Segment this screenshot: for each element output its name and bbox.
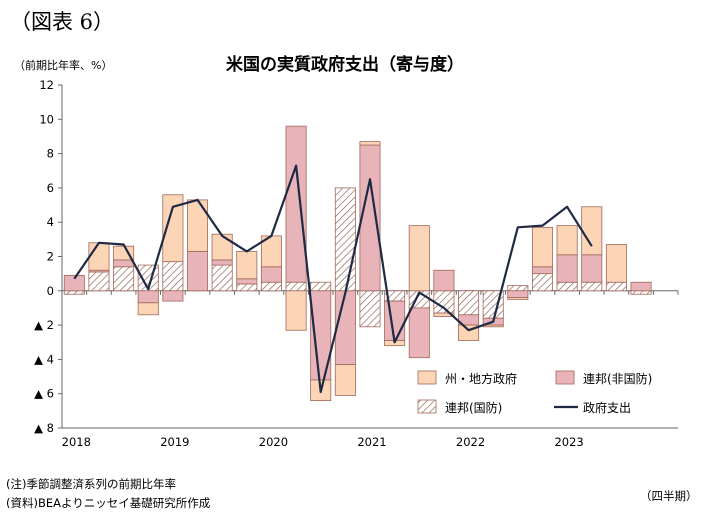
bar-segment (581, 254, 603, 283)
series-line (73, 164, 593, 394)
bar-layer (63, 125, 652, 401)
x-tick-label: 2018 (62, 435, 91, 449)
bar-segment (162, 261, 184, 292)
bar-segment (260, 281, 282, 292)
y-tick-label: 8 (47, 147, 54, 161)
bar-segment (236, 278, 258, 285)
x-tick-label: 2022 (456, 435, 485, 449)
bar-segment (556, 281, 578, 292)
bar-segment (211, 264, 233, 292)
x-tick-label: 2020 (259, 435, 288, 449)
y-axis-unit-label: （前期比年率、%） (14, 59, 113, 72)
chart-title: 米国の実質政府支出（寄与度） (226, 55, 464, 75)
legend-label: 政府支出 (583, 400, 631, 415)
bar-segment (334, 290, 356, 365)
bar-segment (507, 285, 529, 292)
bar-segment (236, 283, 258, 292)
bar-segment (63, 290, 85, 295)
bar-segment (162, 194, 184, 263)
x-tick-label: 2021 (357, 435, 386, 449)
y-axis-ticks: ▲ 8 ▲ 6 ▲ 4 ▲ 2 0 2 4 6 8 10 12 (34, 78, 62, 435)
bar-segment (507, 297, 529, 300)
legend-swatch (555, 370, 575, 385)
bar-segment (359, 141, 381, 146)
y-tick-label: 0 (47, 284, 54, 298)
x-tick-label: 2023 (554, 435, 583, 449)
bar-segment (605, 244, 627, 283)
bar-segment (531, 266, 553, 275)
bar-segment (433, 312, 455, 317)
bar-segment (581, 206, 603, 256)
figure-label: （図表 6） (10, 10, 115, 34)
bar-segment (334, 364, 356, 396)
bar-segment (260, 266, 282, 283)
bar-segment (187, 250, 209, 292)
bar-segment (384, 300, 406, 341)
bar-segment (113, 259, 135, 268)
y-tick-label: ▲ 6 (34, 387, 54, 401)
bar-segment (408, 225, 430, 292)
bar-segment (137, 290, 159, 304)
line-layer (73, 164, 593, 394)
bar-segment (531, 226, 553, 268)
bar-segment (285, 290, 307, 331)
bar-segment (433, 290, 455, 314)
y-tick-label: 2 (47, 250, 54, 264)
bar-segment (285, 281, 307, 292)
y-tick-label: 6 (47, 181, 54, 195)
y-tick-label: ▲ 8 (34, 421, 54, 435)
bar-segment (556, 254, 578, 283)
bar-segment (285, 125, 307, 283)
bar-segment (63, 274, 85, 292)
bar-segment (630, 281, 652, 292)
bar-segment (359, 290, 381, 328)
x-tick-label: 2019 (160, 435, 189, 449)
bar-segment (236, 250, 258, 280)
y-tick-label: 4 (47, 215, 54, 229)
bar-segment (605, 281, 627, 292)
note-source: (資料)BEAよりニッセイ基礎研究所作成 (6, 496, 211, 510)
y-tick-label: 12 (39, 78, 54, 92)
bar-segment (187, 199, 209, 252)
bar-segment (211, 233, 233, 261)
x-axis-unit-label: （四半期） (640, 489, 698, 503)
bar-segment (137, 302, 159, 316)
x-axis-ticks: 2018 2019 2020 2021 2022 2023 (62, 435, 584, 449)
legend-swatch (417, 370, 437, 385)
bar-segment (581, 281, 603, 292)
y-tick-label: 10 (39, 112, 54, 126)
bar-segment (334, 187, 356, 292)
bar-segment (482, 324, 504, 328)
bar-segment (162, 290, 184, 302)
bar-segment (630, 290, 652, 295)
bar-segment (433, 269, 455, 292)
bar-segment (310, 281, 332, 292)
legend-label: 連邦(非国防) (583, 371, 652, 386)
bar-segment (88, 242, 110, 271)
bar-segment (88, 271, 110, 292)
legend-swatch (417, 399, 437, 414)
bar-segment (556, 225, 578, 256)
bar-segment (408, 307, 430, 359)
bar-segment (507, 290, 529, 299)
y-tick-label: ▲ 4 (34, 352, 54, 366)
legend: 州・地方政府 連邦(非国防) 連邦(国防) 政府支出 (417, 370, 652, 415)
legend-label: 連邦(国防) (445, 400, 502, 415)
bar-segment (211, 259, 233, 266)
bar-segment (113, 266, 135, 292)
legend-label: 州・地方政府 (445, 371, 517, 386)
bar-segment (531, 273, 553, 292)
bar-segment (458, 290, 480, 316)
note-seasonal-adjustment: (注)季節調整済系列の前期比年率 (6, 477, 176, 491)
bar-segment (359, 144, 381, 292)
y-tick-label: ▲ 2 (34, 318, 54, 332)
